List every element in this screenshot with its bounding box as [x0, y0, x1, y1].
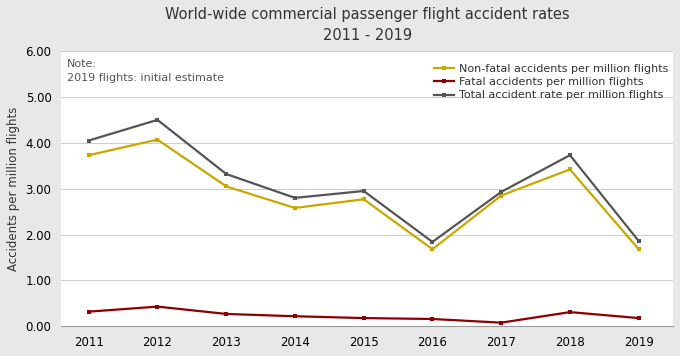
- Fatal accidents per million flights: [634, 316, 643, 320]
- Fatal accidents per million flights: [154, 304, 162, 309]
- Fatal accidents per million flights: [222, 312, 231, 316]
- Line: Non-fatal accidents per million flights: Non-fatal accidents per million flights: [87, 138, 641, 251]
- Total accident rate per million flights: [428, 240, 437, 244]
- Text: Note:
2019 flights: initial estimate: Note: 2019 flights: initial estimate: [67, 59, 224, 83]
- Total accident rate per million flights: [222, 172, 231, 176]
- Line: Total accident rate per million flights: Total accident rate per million flights: [87, 118, 641, 244]
- Total accident rate per million flights: [84, 138, 92, 143]
- Non-fatal accidents per million flights: [634, 247, 643, 251]
- Non-fatal accidents per million flights: [360, 197, 368, 201]
- Non-fatal accidents per million flights: [154, 137, 162, 142]
- Non-fatal accidents per million flights: [497, 193, 505, 198]
- Fatal accidents per million flights: [291, 314, 299, 318]
- Fatal accidents per million flights: [566, 310, 574, 314]
- Fatal accidents per million flights: [497, 320, 505, 325]
- Non-fatal accidents per million flights: [291, 206, 299, 210]
- Non-fatal accidents per million flights: [428, 247, 437, 251]
- Total accident rate per million flights: [566, 153, 574, 157]
- Fatal accidents per million flights: [428, 317, 437, 321]
- Title: World-wide commercial passenger flight accident rates
2011 - 2019: World-wide commercial passenger flight a…: [165, 7, 569, 43]
- Total accident rate per million flights: [360, 189, 368, 193]
- Y-axis label: Accidents per million flights: Accidents per million flights: [7, 106, 20, 271]
- Non-fatal accidents per million flights: [566, 167, 574, 172]
- Total accident rate per million flights: [634, 239, 643, 243]
- Non-fatal accidents per million flights: [84, 153, 92, 157]
- Fatal accidents per million flights: [360, 316, 368, 320]
- Total accident rate per million flights: [154, 118, 162, 122]
- Line: Fatal accidents per million flights: Fatal accidents per million flights: [87, 305, 641, 324]
- Total accident rate per million flights: [291, 196, 299, 200]
- Total accident rate per million flights: [497, 190, 505, 194]
- Fatal accidents per million flights: [84, 309, 92, 314]
- Non-fatal accidents per million flights: [222, 184, 231, 189]
- Legend: Non-fatal accidents per million flights, Fatal accidents per million flights, To: Non-fatal accidents per million flights,…: [429, 59, 673, 105]
